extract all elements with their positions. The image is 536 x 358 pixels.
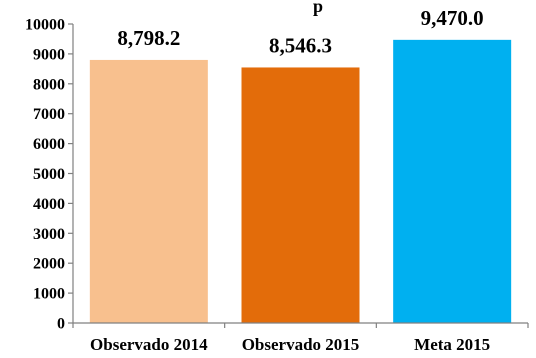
chart-title: p [313, 0, 323, 16]
y-tick-label: 10000 [25, 17, 65, 34]
x-category-label: Observado 2014 [90, 335, 208, 354]
y-tick-label: 5000 [33, 166, 65, 183]
bar [89, 59, 208, 324]
x-axis: Observado 2014 Observado 2015 Meta 2015 [72, 322, 529, 354]
y-tick-label: 7000 [33, 106, 65, 123]
x-category-label: Meta 2015 [414, 335, 490, 354]
data-label: 9,470.0 [421, 6, 484, 30]
y-axis: 0 1000 2000 3000 4000 5000 6000 7000 8000 9000 100… [25, 17, 74, 333]
data-label: 8,546.3 [269, 33, 332, 57]
y-tick-label: 2000 [33, 256, 65, 273]
y-tick-label: 3000 [33, 226, 65, 243]
y-tick-label: 1000 [33, 286, 65, 303]
y-tick-label: 8000 [33, 76, 65, 93]
y-tick-label: 4000 [33, 196, 65, 213]
y-tick-label: 0 [57, 316, 65, 333]
bar [241, 67, 360, 323]
bars [89, 39, 512, 324]
data-labels: 8,798.2 8,546.3 9,470.0 [117, 6, 483, 58]
data-label: 8,798.2 [117, 26, 180, 50]
y-tick-label: 9000 [33, 46, 65, 63]
x-category-label: Observado 2015 [242, 335, 360, 354]
bar [393, 39, 512, 324]
y-tick-label: 6000 [33, 136, 65, 153]
